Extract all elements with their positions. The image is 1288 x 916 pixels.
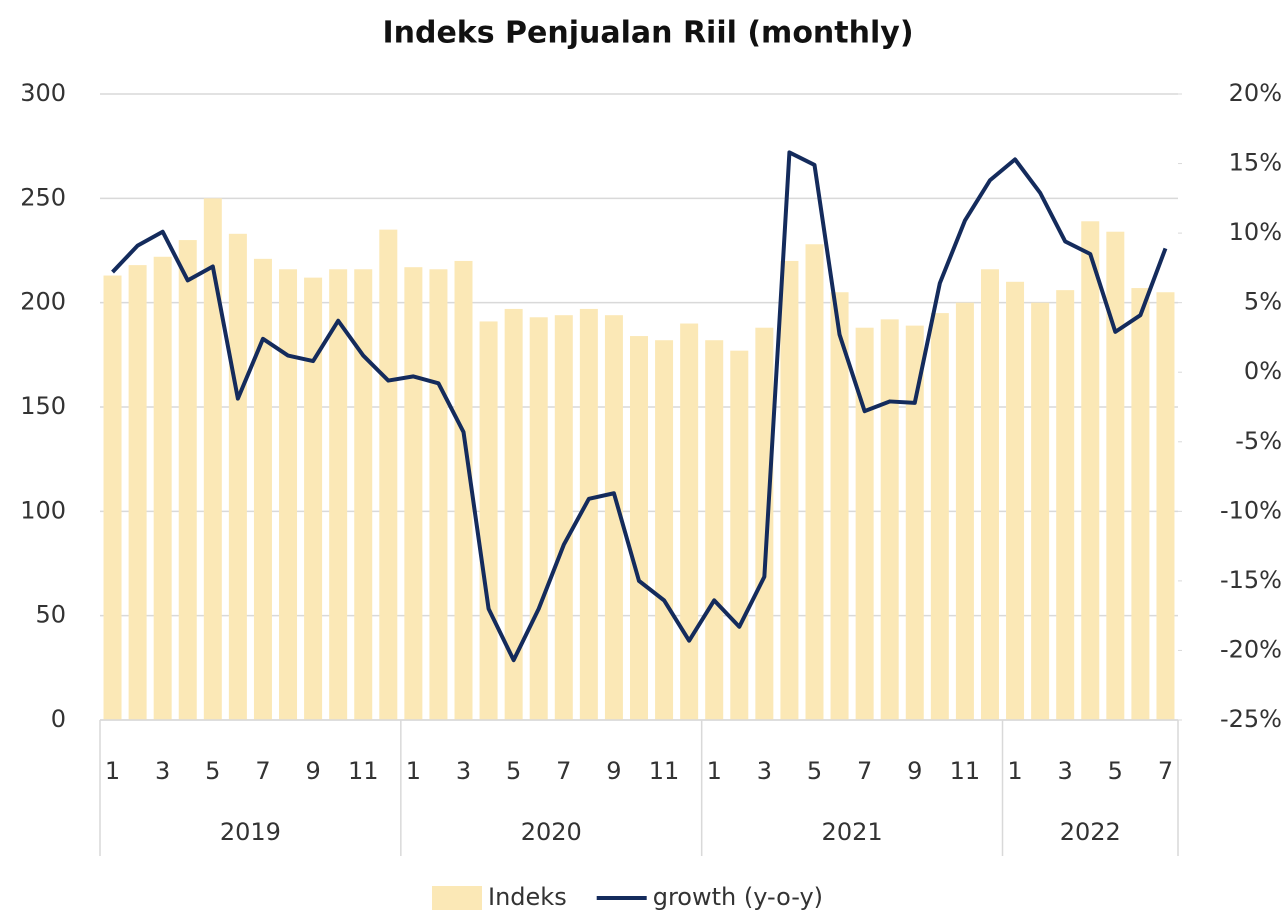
x-tick-label: 9 [305,757,320,785]
bar [529,317,548,720]
group-label: 2021 [822,818,883,846]
y-tick-label: 0 [51,705,66,733]
bar [855,327,874,720]
x-tick-label: 1 [1007,757,1022,785]
bar [354,269,373,720]
bar [479,321,498,720]
y2-tick-label: 20% [1229,79,1282,107]
x-tick-label: 5 [506,757,521,785]
bar [680,323,699,720]
bar [429,269,448,720]
x-tick-label: 3 [155,757,170,785]
x-tick-label: 3 [757,757,772,785]
x-tick-label: 9 [907,757,922,785]
x-tick-label: 7 [857,757,872,785]
chart-title: Indeks Penjualan Riil (monthly) [382,16,913,51]
x-tick-label: 7 [556,757,571,785]
bar [1006,281,1025,720]
bar [705,340,724,720]
group-label: 2019 [220,818,281,846]
bar [1081,221,1100,720]
x-tick-label: 5 [205,757,220,785]
y2-tick-label: -5% [1235,427,1282,455]
y-tick-label: 50 [35,601,66,629]
y2-tick-label: 15% [1229,149,1282,177]
y-tick-label: 100 [20,496,66,524]
y-tick-label: 200 [20,288,66,316]
x-tick-label: 11 [649,757,680,785]
y2-tick-label: 5% [1244,288,1282,316]
legend-label: Indeks [488,883,567,911]
legend-swatch [432,886,482,910]
x-tick-label: 11 [348,757,379,785]
y-tick-label: 300 [20,79,66,107]
bar [329,269,348,720]
bar [905,325,924,720]
bar [1056,290,1075,720]
bar [304,277,323,720]
x-tick-label: 7 [1158,757,1173,785]
bar [630,336,648,720]
y2-tick-label: -15% [1220,566,1282,594]
y2-tick-label: -10% [1220,496,1282,524]
group-label: 2020 [521,818,582,846]
bar [755,327,774,720]
legend-label: growth (y-o-y) [653,883,823,911]
bar [880,319,899,720]
bar [153,256,172,720]
x-tick-label: 1 [105,757,120,785]
x-tick-label: 7 [255,757,270,785]
bar [980,269,999,720]
bar [1156,292,1175,720]
bar [730,350,749,720]
bar [203,198,222,721]
bar [780,260,799,720]
x-tick-label: 1 [406,757,421,785]
x-tick-label: 11 [950,757,981,785]
bar [955,302,974,720]
bar [1131,288,1150,720]
bar [579,308,598,720]
x-tick-label: 5 [1108,757,1123,785]
bar [279,269,298,720]
x-tick-label: 3 [1058,757,1073,785]
y2-tick-label: 0% [1244,357,1282,385]
bar [805,244,824,721]
bar [228,233,247,720]
line [111,150,1168,663]
bar [930,313,949,720]
y2-tick-label: -25% [1220,705,1282,733]
bar [504,308,523,720]
y2-tick-label: -20% [1220,635,1282,663]
y2-tick-label: 10% [1229,218,1282,246]
bar [178,240,197,721]
bar [830,292,849,720]
y-tick-label: 150 [20,392,66,420]
x-tick-label: 9 [606,757,621,785]
x-tick-label: 3 [456,757,471,785]
bar [655,340,674,720]
bar [1031,302,1050,720]
bar [128,265,147,720]
bar [404,267,423,720]
x-tick-label: 5 [807,757,822,785]
bar [103,275,122,720]
bar [253,258,272,720]
x-tick-label: 1 [707,757,722,785]
bar [454,260,473,720]
y-tick-label: 250 [20,183,66,211]
bar [554,315,573,720]
bar [604,315,623,720]
group-label: 2022 [1060,818,1121,846]
bar [379,229,398,720]
bar [1106,231,1125,720]
